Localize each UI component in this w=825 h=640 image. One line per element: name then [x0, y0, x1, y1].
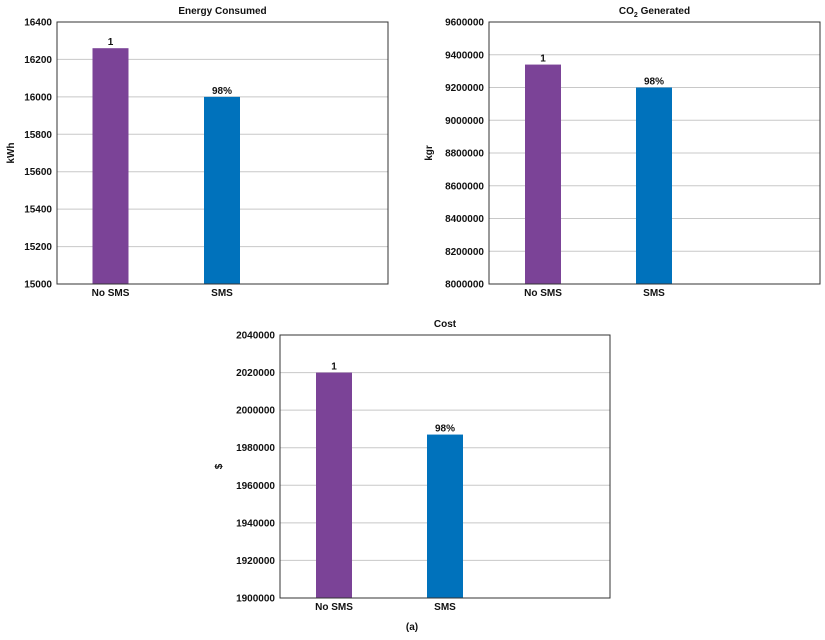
y-tick-label: 2000000: [236, 406, 275, 417]
bar-no-sms: [92, 48, 129, 285]
y-axis-label: $: [214, 463, 225, 469]
bar-sms: [427, 434, 463, 598]
plot-frame: [488, 21, 821, 285]
data-label: 98%: [435, 424, 455, 435]
chart-title: CO2 Generated: [619, 6, 690, 19]
y-tick-label: 8200000: [445, 247, 484, 258]
y-tick-label: 15000: [24, 280, 52, 291]
y-tick-label: 9400000: [445, 50, 484, 61]
data-label: 98%: [212, 86, 232, 97]
y-tick-label: 1920000: [236, 556, 275, 567]
y-tick-label: 16200: [24, 55, 52, 66]
y-tick-label: 2020000: [236, 368, 275, 379]
y-tick-label: 16000: [24, 92, 52, 103]
x-tick-label: No SMS: [315, 602, 353, 613]
data-label: 1: [331, 362, 337, 373]
bar-sms: [204, 96, 240, 284]
y-tick-label: 15600: [24, 167, 52, 178]
y-tick-label: 2040000: [236, 331, 275, 342]
y-tick-label: 15400: [24, 205, 52, 216]
x-tick-label: No SMS: [92, 288, 130, 299]
chart-title: Cost: [434, 319, 457, 330]
chart-cost: 1900000 1920000 1940000 1960000 1980000 20000…: [214, 319, 611, 613]
y-tick-label: 1900000: [236, 594, 275, 605]
data-label: 98%: [644, 77, 664, 88]
x-tick-label: SMS: [434, 602, 456, 613]
y-tick-label: 8400000: [445, 214, 484, 225]
plot-frame: [279, 334, 611, 599]
bar-no-sms: [316, 372, 352, 598]
y-tick-label: 15800: [24, 130, 52, 141]
data-label: 1: [108, 37, 114, 48]
chart-title: Energy Consumed: [178, 6, 266, 17]
y-tick-label: 1940000: [236, 518, 275, 529]
y-tick-label: 16400: [24, 18, 52, 29]
data-label: 1: [540, 54, 546, 65]
bar-sms: [636, 87, 672, 284]
y-tick-label: 8800000: [445, 149, 484, 160]
y-tick-label: 8600000: [445, 181, 484, 192]
x-tick-label: SMS: [643, 288, 665, 299]
y-tick-label: 9600000: [445, 18, 484, 29]
y-tick-label: 15200: [24, 242, 52, 253]
y-tick-label: 1980000: [236, 443, 275, 454]
y-tick-label: 1960000: [236, 481, 275, 492]
y-axis-label: kWh: [6, 142, 17, 163]
y-tick-label: 9000000: [445, 116, 484, 127]
y-tick-label: 9200000: [445, 83, 484, 94]
chart-co2-generated: 8000000 8200000 8400000 8600000 8800000 90000…: [424, 6, 821, 299]
y-tick-label: 8000000: [445, 280, 484, 291]
x-tick-label: No SMS: [524, 288, 562, 299]
plot-frame: [56, 21, 389, 285]
x-tick-label: SMS: [211, 288, 233, 299]
bar-no-sms: [525, 64, 561, 284]
y-axis-label: kgr: [424, 145, 435, 161]
chart-energy-consumed: 15000 15200 15400 15600 15800 16000 16200 16400…: [6, 6, 389, 299]
figure-caption: (a): [406, 622, 418, 633]
